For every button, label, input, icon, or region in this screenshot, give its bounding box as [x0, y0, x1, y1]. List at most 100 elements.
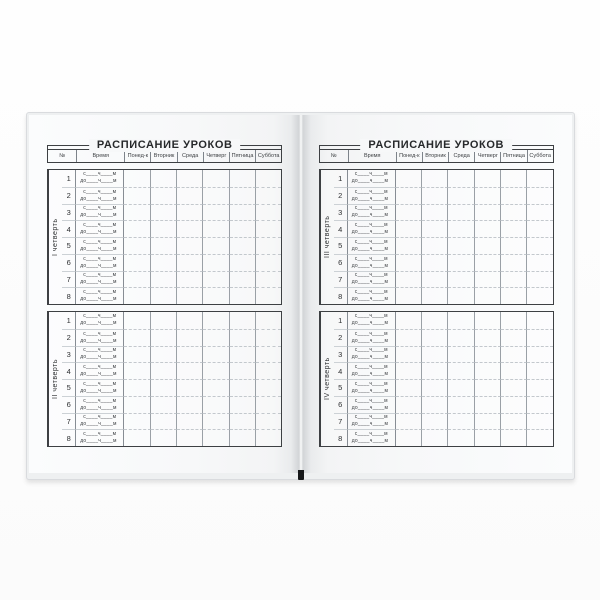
day-cell-friday — [501, 203, 528, 221]
day-cell-tuesday — [150, 186, 177, 204]
lesson-row: 5 с____ч____м до____ч____м — [62, 237, 282, 254]
day-cell-thursday — [203, 345, 230, 363]
lesson-number: 2 — [62, 186, 77, 204]
day-cell-monday — [124, 220, 151, 237]
day-cell-friday — [229, 186, 256, 204]
day-cell-friday — [229, 345, 256, 363]
day-cell-monday — [395, 379, 423, 396]
day-cell-wednesday — [448, 203, 475, 221]
lesson-number: 6 — [62, 395, 77, 413]
day-cell-monday — [395, 287, 423, 304]
column-header-saturday: Суббота — [255, 150, 281, 162]
time-to-line: до____ч____м — [351, 438, 389, 445]
left-sheet: РАСПИСАНИЕ УРОКОВ № Время Понед-к Вторни… — [47, 115, 283, 447]
time-to-line: до____ч____м — [351, 279, 389, 286]
time-cell: с____ч____м до____ч____м — [347, 412, 396, 430]
day-cell-tuesday — [150, 429, 177, 446]
day-cell-thursday — [203, 379, 230, 396]
schedule-title-box: РАСПИСАНИЕ УРОКОВ № Время Понед-к Вторни… — [318, 139, 554, 163]
column-header-thursday: Четверг — [474, 150, 500, 162]
time-from-line: с____ч____м — [83, 289, 117, 296]
day-cell-monday — [124, 328, 151, 346]
day-cell-saturday — [527, 312, 552, 329]
day-cell-tuesday — [150, 328, 177, 346]
day-cell-thursday — [203, 328, 230, 346]
day-cell-monday — [395, 253, 423, 271]
lesson-row: 8 с____ч____м до____ч____м — [333, 429, 553, 446]
time-cell: с____ч____м до____ч____м — [76, 328, 125, 346]
time-cell: с____ч____м до____ч____м — [347, 345, 396, 363]
day-cell-friday — [501, 287, 528, 304]
time-cell: с____ч____м до____ч____м — [76, 429, 125, 446]
time-to-line: до____ч____м — [80, 262, 117, 269]
lesson-row: 1 с____ч____м до____ч____м — [334, 170, 553, 187]
day-cell-monday — [124, 203, 151, 221]
lesson-number: 2 — [333, 328, 348, 346]
day-cell-thursday — [203, 287, 230, 304]
day-cell-friday — [501, 220, 528, 237]
time-to-line: до____ч____м — [80, 178, 117, 185]
day-cell-tuesday — [150, 345, 177, 363]
day-cell-wednesday — [176, 328, 204, 346]
day-cell-thursday — [203, 412, 230, 430]
day-cell-thursday — [475, 312, 502, 329]
day-cell-monday — [396, 312, 423, 329]
day-cell-monday — [395, 186, 423, 204]
day-cell-monday — [124, 379, 151, 396]
day-cell-friday — [229, 220, 256, 237]
time-from-line: с____ч____м — [83, 238, 117, 245]
day-cell-wednesday — [176, 270, 204, 288]
day-cell-wednesday — [176, 395, 204, 413]
day-cell-saturday — [527, 170, 552, 187]
day-cell-saturday — [255, 412, 282, 430]
day-cell-tuesday — [150, 362, 177, 379]
lesson-number: 5 — [62, 237, 77, 254]
time-to-line: до____ч____м — [351, 229, 389, 236]
time-cell: с____ч____м до____ч____м — [347, 203, 396, 221]
lesson-number: 4 — [62, 362, 77, 379]
day-cell-saturday — [527, 395, 553, 413]
time-from-line: с____ч____м — [354, 205, 388, 212]
day-cell-thursday — [474, 186, 502, 204]
day-cell-thursday — [203, 220, 230, 237]
day-cell-wednesday — [448, 253, 475, 271]
time-from-line: с____ч____м — [354, 222, 388, 229]
time-from-line: с____ч____м — [354, 330, 388, 337]
lesson-row: 4 с____ч____м до____ч____м — [62, 220, 282, 237]
quarter-schedule-table: III четверть 1 с____ч____м до____ч____м … — [318, 169, 554, 305]
lesson-row: 8 с____ч____м до____ч____м — [333, 287, 553, 304]
open-diary-book: РАСПИСАНИЕ УРОКОВ № Время Понед-к Вторни… — [26, 112, 575, 480]
time-from-line: с____ч____м — [83, 272, 117, 279]
day-cell-saturday — [527, 328, 553, 346]
page-title: РАСПИСАНИЕ УРОКОВ — [360, 139, 513, 152]
day-cell-monday — [124, 270, 151, 288]
day-cell-saturday — [256, 170, 281, 187]
day-cell-tuesday — [150, 412, 177, 430]
day-cell-monday — [395, 270, 423, 288]
day-cell-saturday — [527, 270, 553, 288]
day-cell-wednesday — [176, 429, 204, 446]
day-cell-thursday — [203, 237, 230, 254]
day-cell-thursday — [474, 395, 502, 413]
lesson-number: 7 — [62, 412, 77, 430]
day-cell-tuesday — [150, 395, 177, 413]
day-cell-thursday — [203, 312, 230, 329]
day-cell-monday — [124, 170, 151, 187]
day-cell-saturday — [527, 429, 553, 446]
time-from-line: с____ч____м — [354, 380, 388, 387]
day-cell-wednesday — [448, 429, 475, 446]
column-header-thursday: Четверг — [202, 150, 229, 162]
day-cell-thursday — [203, 362, 230, 379]
time-to-line: до____ч____м — [351, 195, 389, 202]
day-cell-tuesday — [422, 220, 449, 237]
day-cell-saturday — [255, 220, 282, 237]
day-cell-saturday — [255, 237, 282, 254]
day-cell-saturday — [255, 379, 282, 396]
time-cell: с____ч____м до____ч____м — [347, 328, 396, 346]
time-from-line: с____ч____м — [83, 222, 117, 229]
day-cell-wednesday — [448, 328, 475, 346]
day-cell-thursday — [203, 270, 230, 288]
day-cell-thursday — [203, 429, 230, 446]
lesson-number: 5 — [333, 237, 348, 254]
lesson-row: 3 с____ч____м до____ч____м — [333, 203, 553, 221]
